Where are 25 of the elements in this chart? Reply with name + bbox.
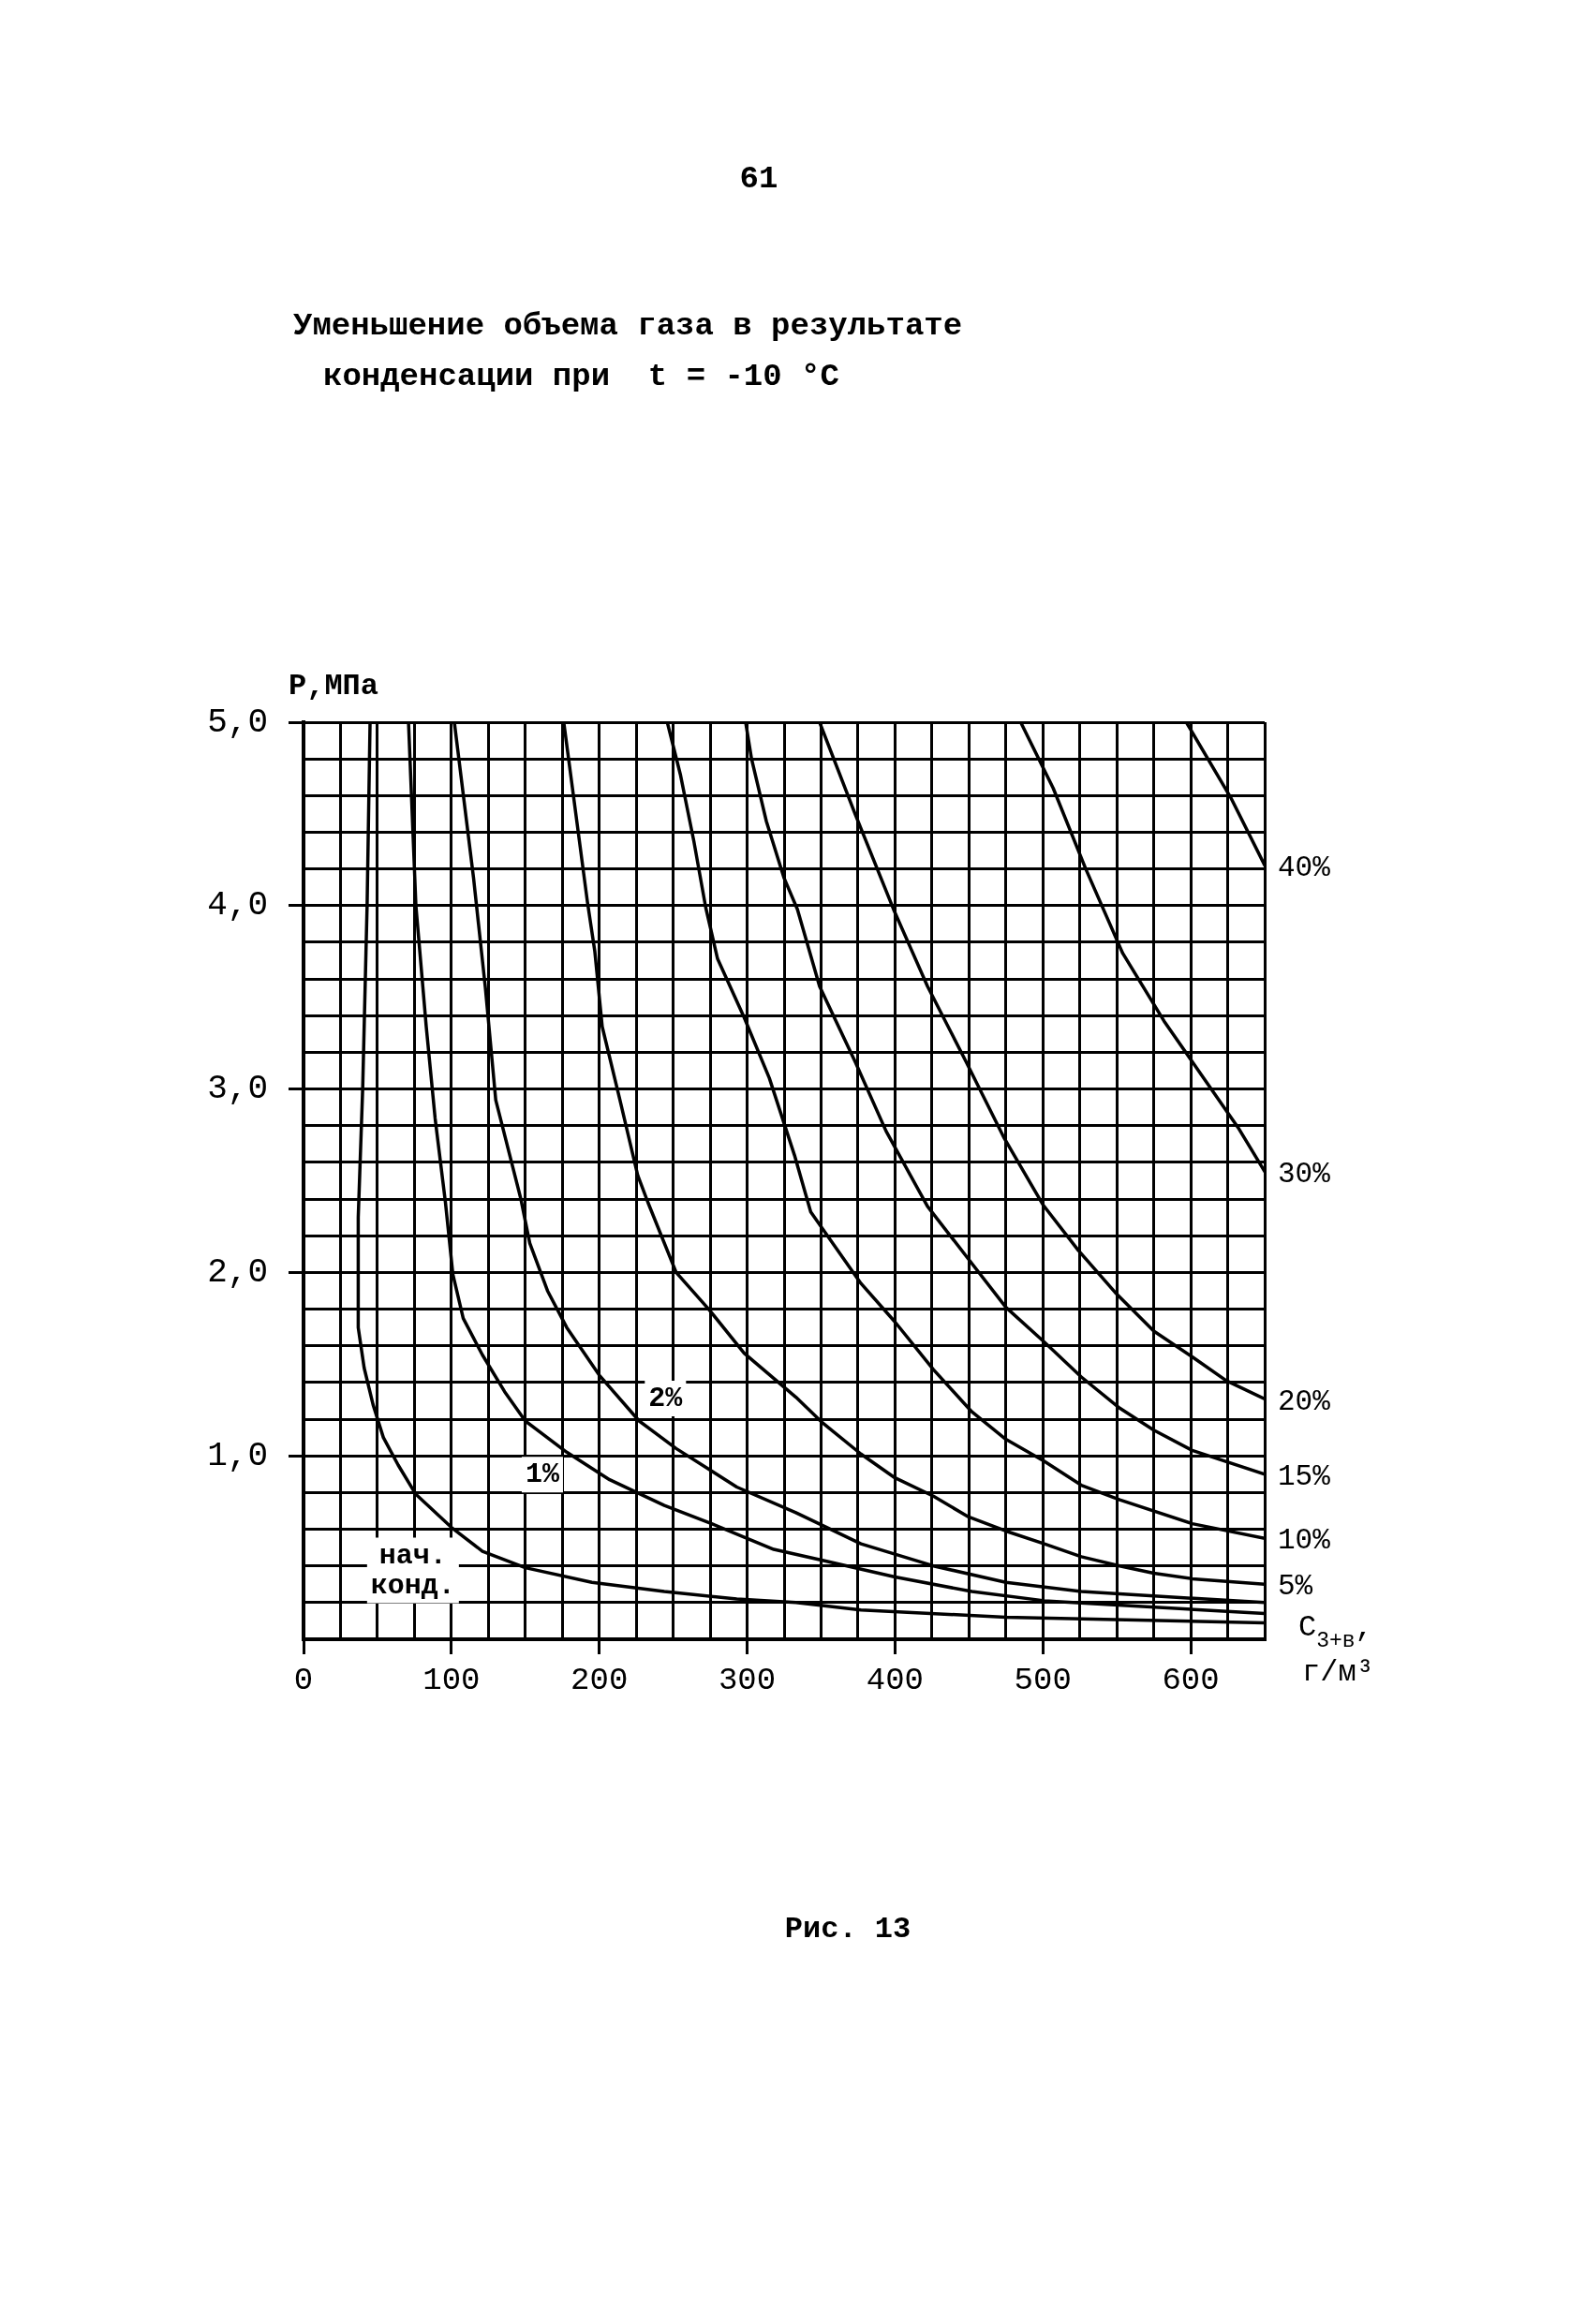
text: 61 <box>739 161 778 197</box>
x-tick-label: 200 <box>571 1663 629 1699</box>
series-label: 15% <box>1278 1459 1331 1493</box>
series-label: 40% <box>1278 851 1331 884</box>
series-label: нач. конд. <box>370 1539 455 1602</box>
series-label: 20% <box>1278 1384 1331 1418</box>
y-tick-label: 2,0 <box>207 1252 268 1292</box>
x-tick-label: 300 <box>718 1663 777 1699</box>
x-tick-label: 100 <box>422 1663 481 1699</box>
text: Рис. 13 <box>784 1912 911 1947</box>
y-axis-title: P,МПа <box>289 669 379 703</box>
series-label: 5% <box>1278 1570 1313 1604</box>
y-tick-label: 1,0 <box>207 1436 268 1475</box>
series-label: 30% <box>1278 1157 1331 1191</box>
series-label: 2% <box>648 1383 684 1414</box>
series-label: 1% <box>525 1458 560 1491</box>
x-tick-label: 600 <box>1162 1663 1220 1699</box>
series-label: 10% <box>1278 1524 1331 1558</box>
x-tick-label: 500 <box>1014 1663 1072 1699</box>
x-tick-label: 400 <box>866 1663 924 1699</box>
y-tick-label: 4,0 <box>207 886 268 925</box>
chart-title: Уменьшение объема газа в результате конденсации при t = -10 °C <box>293 308 963 394</box>
x-tick-label: 0 <box>293 1663 314 1699</box>
y-tick-label: 5,0 <box>207 703 268 742</box>
y-tick-label: 3,0 <box>207 1070 268 1109</box>
